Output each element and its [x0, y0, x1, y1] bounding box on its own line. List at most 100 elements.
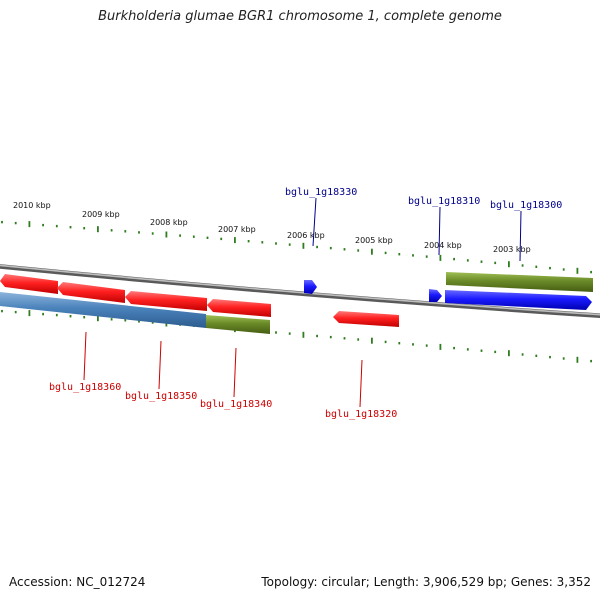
scale-label-2006: 2006 kbp [287, 231, 325, 240]
lower-scale-tick [302, 331, 305, 338]
accession-info: Accession: NC_012724 [9, 575, 146, 589]
gene-arrow-red-4[interactable] [207, 299, 271, 317]
lower-scale-tick [343, 337, 346, 340]
lower-scale-tick [508, 350, 510, 357]
upper-scale-tick [165, 231, 168, 238]
topology-info: Topology: circular; Length: 3,906,529 bp… [261, 575, 591, 589]
lower-scale-tick [480, 349, 483, 352]
gene-label-bglu-1g18360[interactable]: bglu_1g18360 [49, 382, 121, 393]
upper-scale-tick [288, 243, 291, 246]
gene-label-bglu-1g18330[interactable]: bglu_1g18330 [285, 187, 357, 198]
lower-scale-tick [42, 312, 44, 316]
chromosome-backbone-highlight [0, 264, 600, 316]
lower-scale-tick [590, 359, 592, 363]
lower-scale-tick [275, 331, 277, 334]
upper-scale-tick [549, 266, 551, 270]
upper-scale-tick [179, 234, 181, 237]
upper-scale-tick [247, 240, 250, 243]
upper-scale-tick [521, 264, 524, 267]
upper-scale-tick [371, 248, 373, 255]
lower-scale-tick [398, 342, 401, 345]
lower-scale-tick [562, 357, 565, 360]
upper-scale-tick [261, 241, 264, 244]
upper-scale-tick [412, 254, 414, 257]
upper-scale-tick [535, 265, 538, 268]
upper-scale-tick [343, 248, 346, 251]
scale-label-2009: 2009 kbp [82, 210, 120, 219]
lower-scale-tick [494, 350, 497, 354]
gene-label-bglu-1g18300[interactable]: bglu_1g18300 [490, 200, 562, 211]
lower-scale-tick [1, 309, 3, 313]
label-leaders [83, 197, 522, 408]
lower-scale-tick [55, 313, 58, 317]
scale-label-2008: 2008 kbp [150, 218, 188, 227]
gene-label-bglu-1g18350[interactable]: bglu_1g18350 [125, 391, 197, 402]
gene-arrow-blue-long[interactable] [445, 290, 592, 310]
upper-scale-tick [192, 235, 195, 238]
gene-arrow-blue-small-2[interactable] [429, 289, 442, 302]
gene-arrow-red-3[interactable] [125, 291, 207, 311]
lower-scale-tick [466, 348, 469, 351]
lower-scale-tick [535, 354, 538, 357]
scale-label-2003: 2003 kbp [493, 245, 531, 254]
lower-scale-tick [97, 315, 99, 322]
lower-scale-tick [151, 321, 154, 324]
upper-scale-tick [425, 255, 428, 258]
gene-olive-lower[interactable] [206, 315, 270, 334]
upper-scale-tick [275, 242, 277, 245]
lower-scale-tick [412, 343, 414, 346]
upper-scale-tick [590, 270, 592, 274]
lower-scale-tick [576, 356, 579, 363]
upper-scale-tick [316, 245, 318, 249]
scale-label-2005: 2005 kbp [355, 236, 393, 245]
upper-scale-tick [124, 230, 127, 233]
lower-scale-tick [425, 344, 428, 347]
lower-scale-tick [69, 315, 72, 318]
lower-scale-tick [124, 319, 127, 322]
lower-scale-tick [316, 334, 318, 338]
upper-scale-tick [480, 260, 483, 263]
gene-label-bglu-1g18320[interactable]: bglu_1g18320 [325, 409, 397, 420]
upper-scale-tick [494, 261, 497, 265]
chromosome-backbone [0, 264, 600, 318]
upper-scale-tick [576, 267, 579, 274]
upper-scale-tick [234, 237, 236, 244]
lower-scale-tick [138, 320, 140, 323]
upper-scale-tick [69, 226, 72, 229]
upper-scale-tick [110, 229, 113, 232]
gene-arrow-red-2[interactable] [57, 282, 125, 303]
upper-scale-tick [1, 220, 3, 224]
gene-steel-long[interactable] [0, 292, 206, 328]
upper-scale-tick [384, 251, 387, 255]
upper-scale-tick [28, 221, 31, 228]
upper-scale-tick [562, 268, 565, 271]
lower-scale-tick [549, 355, 551, 359]
lower-scale-tick [384, 340, 387, 344]
lower-scale-tick [14, 310, 17, 314]
gene-arrow-blue-small-1[interactable] [304, 280, 317, 294]
gene-label-bglu-1g18340[interactable]: bglu_1g18340 [200, 399, 272, 410]
upper-scale-tick [55, 224, 58, 228]
upper-scale-tick [439, 254, 442, 261]
upper-scale-tick [206, 236, 209, 239]
scale-label-2004: 2004 kbp [424, 241, 462, 250]
lower-scale-tick [329, 335, 332, 339]
upper-scale-tick [83, 227, 86, 230]
lower-scale-tick [521, 353, 524, 356]
scale-label-2010: 2010 kbp [13, 201, 51, 210]
gene-label-bglu-1g18310[interactable]: bglu_1g18310 [408, 196, 480, 207]
lower-scale-ticks [1, 309, 592, 363]
gene-arrow-red-1[interactable] [0, 274, 58, 294]
gene-arrow-red-lower[interactable] [333, 311, 399, 327]
gene-olive-upper[interactable] [446, 272, 593, 292]
upper-scale-tick [151, 232, 154, 235]
upper-scale-tick [138, 231, 140, 234]
upper-scale-tick [453, 257, 455, 261]
lower-scale-tick [28, 310, 31, 317]
upper-scale-tick [329, 246, 332, 250]
upper-scale-tick [14, 221, 17, 225]
upper-scale-tick [466, 259, 469, 262]
upper-scale-tick [97, 226, 99, 233]
upper-scale-tick [220, 237, 223, 241]
